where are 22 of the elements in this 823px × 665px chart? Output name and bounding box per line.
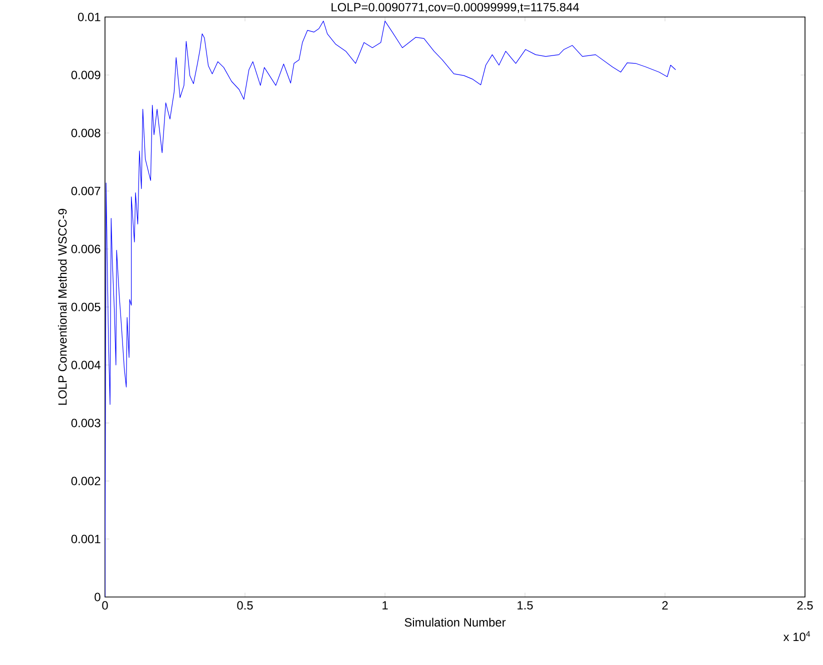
line-series	[105, 20, 676, 597]
y-tick-label: 0.005	[71, 302, 100, 312]
x-tick-label: 0	[102, 601, 108, 610]
y-tick-label: 0.006	[71, 244, 100, 254]
chart-title: LOLP=0.0090771,cov=0.00099999,t=1175.844	[332, 2, 579, 13]
y-tick-label: 0.002	[71, 476, 100, 486]
y-tick-label: 0.004	[71, 360, 100, 370]
y-tick-label: 0.003	[71, 418, 100, 428]
y-tick-label: 0.001	[71, 534, 100, 544]
y-axis-title: LOLP Conventional Method WSCC-9	[58, 208, 67, 405]
y-tick-label: 0.007	[71, 186, 100, 196]
y-tick-label: 0	[94, 592, 100, 602]
x-tick-label: 1	[382, 601, 388, 610]
x-tick-label: 2.5	[797, 601, 813, 610]
x-tick-label: 2	[662, 601, 668, 610]
y-tick-label: 0.009	[71, 70, 100, 80]
y-tick-label: 0.01	[78, 12, 100, 22]
x-tick-label: 0.5	[237, 601, 253, 610]
text: x 10$^{4}$	[783, 631, 810, 642]
y-tick-label: 0.008	[71, 128, 100, 138]
x-tick-label: 1.5	[518, 601, 533, 610]
x-axis-title: Simulation Number	[404, 618, 506, 627]
